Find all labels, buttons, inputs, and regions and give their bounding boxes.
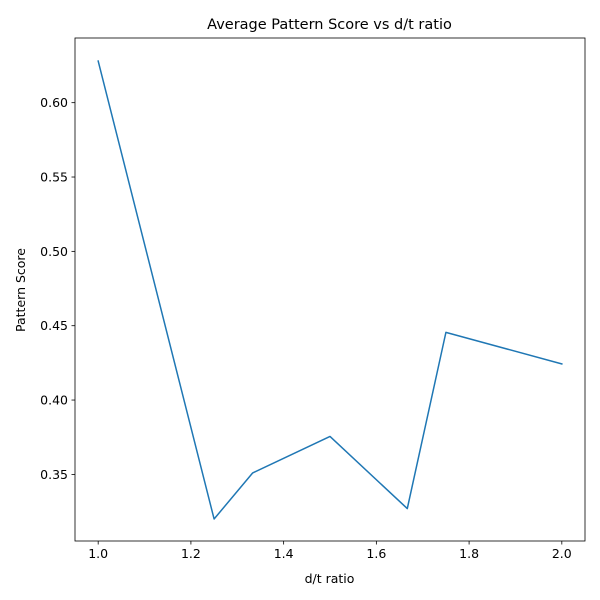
y-tick-label: 0.35 [40, 467, 68, 482]
y-tick-label: 0.60 [40, 95, 68, 110]
y-tick-label: 0.50 [40, 244, 68, 259]
y-tick-label: 0.55 [40, 170, 68, 185]
x-tick-label: 1.0 [88, 546, 108, 561]
axes-frame [74, 37, 586, 542]
x-axis-label: d/t ratio [305, 571, 355, 586]
x-tick-label: 1.4 [274, 546, 294, 561]
x-tick-label: 1.2 [181, 546, 201, 561]
plot-area: 1.0 1.2 1.4 1.6 1.8 2.0 0.35 0.40 0.45 0.50 0.55 0.… [40, 37, 586, 561]
y-tick-label: 0.40 [40, 393, 68, 408]
y-axis-label: Pattern Score [13, 248, 28, 332]
x-tick-label: 2.0 [552, 546, 572, 561]
y-tick-label: 0.45 [40, 318, 68, 333]
chart-title: Average Pattern Score vs d/t ratio [207, 17, 452, 33]
x-tick-label: 1.6 [366, 546, 386, 561]
x-tick-label: 1.8 [459, 546, 479, 561]
series-line-0 [97, 60, 563, 520]
